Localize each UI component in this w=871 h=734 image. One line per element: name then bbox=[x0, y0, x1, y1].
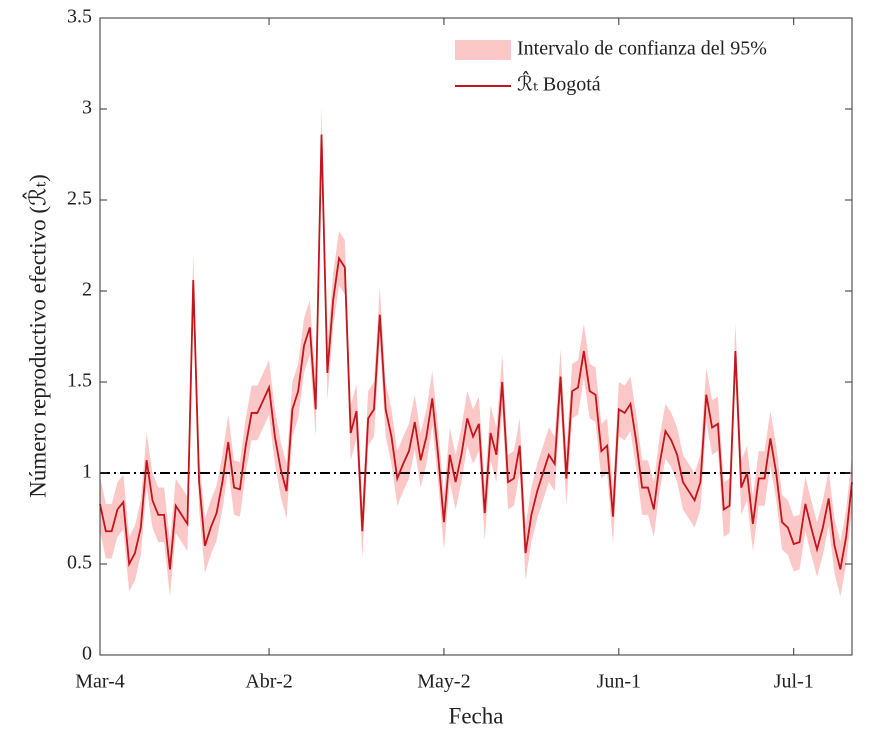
x-tick-label: Jun-1 bbox=[597, 671, 641, 693]
y-axis-label: Número reproductivo efectivo (ℛ̂ₜ) bbox=[23, 174, 50, 498]
x-axis-label: Fecha bbox=[449, 703, 504, 728]
legend-swatch bbox=[455, 40, 511, 60]
x-tick-label: Abr-2 bbox=[245, 671, 292, 693]
y-tick-label: 2 bbox=[82, 279, 92, 301]
legend-label: Intervalo de confianza del 95% bbox=[517, 38, 767, 60]
legend-label: ℛ̂ₜ Bogotá bbox=[517, 71, 601, 96]
y-tick-label: 3.5 bbox=[67, 6, 92, 28]
rt-line bbox=[99, 134, 853, 570]
y-tick-label: 3 bbox=[82, 97, 92, 119]
y-tick-label: 0.5 bbox=[67, 552, 92, 574]
x-tick-label: Jul-1 bbox=[774, 671, 814, 693]
y-tick-label: 0 bbox=[82, 643, 92, 665]
y-tick-label: 1.5 bbox=[67, 370, 92, 392]
y-tick-label: 1 bbox=[82, 461, 92, 483]
y-tick-label: 2.5 bbox=[67, 188, 92, 210]
x-tick-label: Mar-4 bbox=[75, 671, 125, 693]
x-tick-label: May-2 bbox=[417, 671, 470, 693]
plot-frame bbox=[99, 17, 853, 656]
